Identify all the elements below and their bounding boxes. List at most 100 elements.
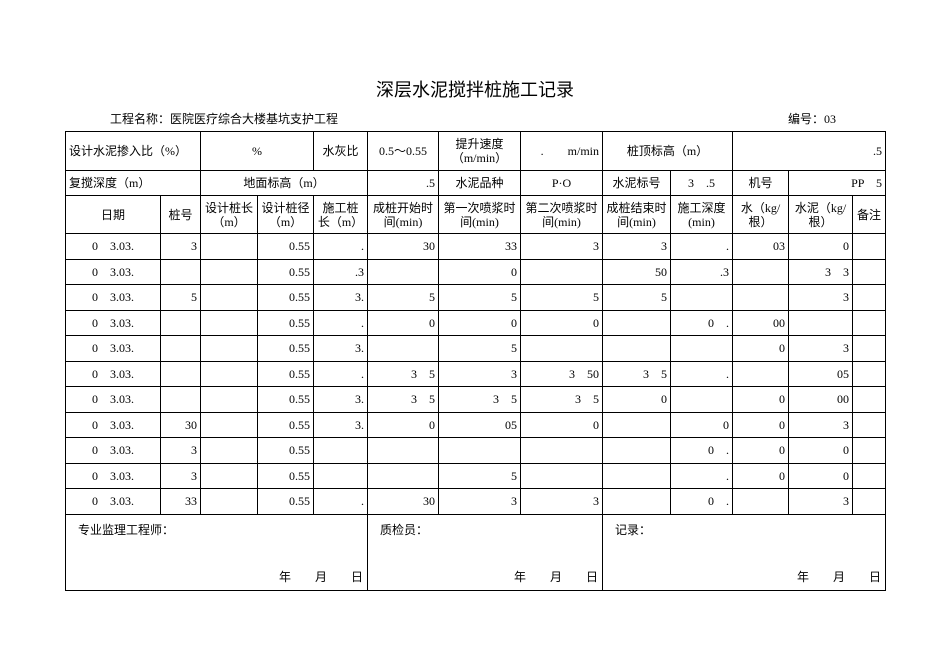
data-cell: 0 3.03. <box>65 386 161 413</box>
data-cell <box>313 437 368 464</box>
data-cell: 33 <box>438 233 521 260</box>
info-cell: 水灰比 <box>313 131 368 171</box>
data-cell: 0.55 <box>257 335 314 362</box>
data-cell: 0.55 <box>257 488 314 515</box>
table-row: 复搅深度（m） 地面标高（m） .5 水泥品种 P·O 水泥标号 3 .5 机号 PP 5 <box>65 170 887 196</box>
data-cell <box>200 284 258 311</box>
data-cell: 3 <box>520 488 603 515</box>
data-cell: 3 <box>602 233 671 260</box>
info-cell: P·O <box>520 170 603 196</box>
data-cell: 3 5 <box>438 386 521 413</box>
data-cell: 0 <box>438 258 521 285</box>
data-cell <box>200 488 258 515</box>
data-cell: 0 <box>732 437 789 464</box>
data-cell: . <box>313 488 368 515</box>
table-row: 0 3.03. 5 0.55 3. 5 5 5 5 3 <box>65 284 887 311</box>
data-cell: 3 <box>788 488 853 515</box>
data-cell: 0 3.03. <box>65 488 161 515</box>
data-cell <box>367 462 439 489</box>
data-cell: 0 3.03. <box>65 462 161 489</box>
data-cell <box>670 284 733 311</box>
data-cell: 0.55 <box>257 309 314 336</box>
signature-cell: 专业监理工程师： 年 月 日 <box>65 513 368 591</box>
data-cell: . <box>313 309 368 336</box>
info-cell: PP 5 <box>787 170 887 196</box>
table-row: 0 3.03. 0.55.3 0 50.3 3 3 <box>65 258 887 285</box>
data-cell: 5 <box>160 284 201 311</box>
data-cell: 3 <box>160 437 201 464</box>
data-cell <box>602 437 671 464</box>
info-cell: 地面标高（m） <box>200 170 368 196</box>
column-header: 成桩开始时间(min) <box>367 195 439 234</box>
data-cell: 0 3.03. <box>65 284 161 311</box>
data-cell: 0 3.03. <box>65 411 161 438</box>
data-cell <box>851 411 887 438</box>
data-cell <box>200 309 258 336</box>
info-cell: .5 <box>731 131 887 171</box>
data-cell: 0.55 <box>257 437 314 464</box>
column-header: 水泥（kg/根） <box>788 195 853 234</box>
data-cell: 05 <box>788 360 853 387</box>
data-cell: 5 <box>438 462 521 489</box>
data-cell: 30 <box>367 488 439 515</box>
data-cell <box>160 309 201 336</box>
data-cell <box>732 360 789 387</box>
data-cell <box>602 309 671 336</box>
data-cell <box>200 411 258 438</box>
data-cell: 30 <box>367 233 439 260</box>
data-cell <box>851 462 887 489</box>
data-cell <box>851 335 887 362</box>
data-cell: 5 <box>602 284 671 311</box>
data-cell: 3 <box>438 488 521 515</box>
info-cell: 提升速度（m/min） <box>438 131 521 171</box>
data-cell: . <box>670 360 733 387</box>
data-cell <box>200 335 258 362</box>
data-cell <box>851 284 887 311</box>
data-cell: 3 <box>438 360 521 387</box>
data-cell <box>200 233 258 260</box>
signature-date: 年 月 日 <box>513 569 598 584</box>
data-cell <box>851 233 887 260</box>
project-name: 工程名称：医院医疗综合大楼基坑支护工程 <box>110 112 339 126</box>
column-header: 施工深度(min) <box>670 195 733 234</box>
table-row: 0 3.03. 33 0.55. 30 3 3 0 .3 <box>65 488 887 515</box>
data-cell <box>438 437 521 464</box>
data-cell <box>670 335 733 362</box>
signature-cell: 记录： 年 月 日 <box>601 513 887 591</box>
data-cell: 0.55 <box>257 411 314 438</box>
data-cell: 3 <box>520 233 603 260</box>
record-number: 编号：03 <box>788 112 837 126</box>
data-cell <box>313 462 368 489</box>
data-cell: 5 <box>438 335 521 362</box>
data-cell <box>367 258 439 285</box>
info-cell: 设计水泥掺入比（%） <box>65 131 201 171</box>
info-cell: 机号 <box>732 170 789 196</box>
data-cell <box>851 309 887 336</box>
data-cell: 0.55 <box>257 462 314 489</box>
data-cell: 3 <box>788 284 853 311</box>
data-cell <box>851 258 887 285</box>
data-cell: 3 50 <box>520 360 603 387</box>
data-cell: 3. <box>313 335 368 362</box>
data-cell: 0 <box>732 411 789 438</box>
table-row: 0 3.03. 3 0.55. 30 33 3 3. 03 0 <box>65 233 887 260</box>
data-cell: 3 5 <box>367 386 439 413</box>
column-header: 桩号 <box>160 195 201 234</box>
title: 深层水泥搅拌桩施工记录 <box>376 80 574 100</box>
table-row: 设计水泥掺入比（%）% 水灰比 0.5～0.55 提升速度（m/min）. m/min… <box>65 131 887 171</box>
data-cell: 0 <box>367 411 439 438</box>
data-cell <box>520 335 603 362</box>
info-cell: .5 <box>367 170 439 196</box>
data-cell: 0 3.03. <box>65 437 161 464</box>
data-cell: 0 3.03. <box>65 309 161 336</box>
data-cell: 0 . <box>670 488 733 515</box>
data-cell <box>160 386 201 413</box>
data-cell <box>670 386 733 413</box>
column-header: 成桩结束时间(min) <box>602 195 671 234</box>
data-cell: 3. <box>313 411 368 438</box>
data-cell: 5 <box>438 284 521 311</box>
data-cell: 3. <box>313 386 368 413</box>
